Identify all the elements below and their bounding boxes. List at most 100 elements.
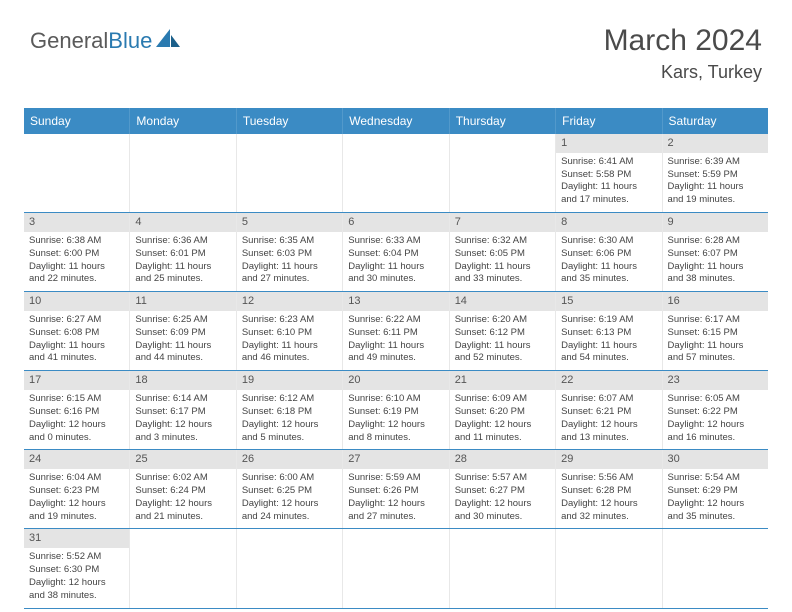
daylight-text-1: Daylight: 12 hours [135,419,230,432]
day-body: Sunrise: 5:56 AMSunset: 6:28 PMDaylight:… [556,469,661,528]
day-body: Sunrise: 6:12 AMSunset: 6:18 PMDaylight:… [237,390,342,449]
sunset-text: Sunset: 6:16 PM [29,406,124,419]
sunset-text: Sunset: 6:05 PM [455,248,550,261]
day-body: Sunrise: 6:15 AMSunset: 6:16 PMDaylight:… [24,390,129,449]
sunset-text: Sunset: 6:15 PM [668,327,763,340]
sunrise-text: Sunrise: 6:35 AM [242,235,337,248]
day-body: Sunrise: 5:54 AMSunset: 6:29 PMDaylight:… [663,469,768,528]
sunrise-text: Sunrise: 6:39 AM [668,156,763,169]
day-cell: 31Sunrise: 5:52 AMSunset: 6:30 PMDayligh… [24,529,130,607]
daylight-text-1: Daylight: 12 hours [242,419,337,432]
sunset-text: Sunset: 6:13 PM [561,327,656,340]
sunset-text: Sunset: 6:03 PM [242,248,337,261]
header-right: March 2024 Kars, Turkey [604,24,762,83]
daylight-text-2: and 49 minutes. [348,352,443,365]
logo-sail-icon [156,29,182,54]
day-body: Sunrise: 6:05 AMSunset: 6:22 PMDaylight:… [663,390,768,449]
day-number: 23 [663,371,768,390]
week-row: 31Sunrise: 5:52 AMSunset: 6:30 PMDayligh… [24,529,768,608]
day-cell: 14Sunrise: 6:20 AMSunset: 6:12 PMDayligh… [450,292,556,370]
day-body: Sunrise: 5:59 AMSunset: 6:26 PMDaylight:… [343,469,448,528]
day-cell [130,529,236,607]
day-cell: 30Sunrise: 5:54 AMSunset: 6:29 PMDayligh… [663,450,768,528]
day-cell: 15Sunrise: 6:19 AMSunset: 6:13 PMDayligh… [556,292,662,370]
daylight-text-2: and 30 minutes. [348,273,443,286]
day-body: Sunrise: 5:57 AMSunset: 6:27 PMDaylight:… [450,469,555,528]
daylight-text-2: and 25 minutes. [135,273,230,286]
day-body: Sunrise: 6:32 AMSunset: 6:05 PMDaylight:… [450,232,555,291]
day-body: Sunrise: 6:39 AMSunset: 5:59 PMDaylight:… [663,153,768,212]
daylight-text-1: Daylight: 11 hours [668,340,763,353]
sunset-text: Sunset: 6:01 PM [135,248,230,261]
day-number: 12 [237,292,342,311]
day-body: Sunrise: 6:22 AMSunset: 6:11 PMDaylight:… [343,311,448,370]
daylight-text-2: and 46 minutes. [242,352,337,365]
sunset-text: Sunset: 6:28 PM [561,485,656,498]
daylight-text-2: and 57 minutes. [668,352,763,365]
daylight-text-1: Daylight: 12 hours [29,419,124,432]
day-body: Sunrise: 5:52 AMSunset: 6:30 PMDaylight:… [24,548,129,607]
location: Kars, Turkey [604,62,762,83]
day-body: Sunrise: 6:10 AMSunset: 6:19 PMDaylight:… [343,390,448,449]
day-number: 11 [130,292,235,311]
daylight-text-1: Daylight: 11 hours [455,261,550,274]
daylight-text-2: and 35 minutes. [668,511,763,524]
sunrise-text: Sunrise: 6:14 AM [135,393,230,406]
day-number: 2 [663,134,768,153]
day-cell [130,134,236,212]
weekday-header: Sunday [24,108,130,134]
day-number: 4 [130,213,235,232]
sunset-text: Sunset: 6:20 PM [455,406,550,419]
daylight-text-1: Daylight: 11 hours [135,340,230,353]
sunrise-text: Sunrise: 6:30 AM [561,235,656,248]
day-body: Sunrise: 6:20 AMSunset: 6:12 PMDaylight:… [450,311,555,370]
daylight-text-1: Daylight: 12 hours [668,498,763,511]
day-cell: 28Sunrise: 5:57 AMSunset: 6:27 PMDayligh… [450,450,556,528]
week-row: 3Sunrise: 6:38 AMSunset: 6:00 PMDaylight… [24,213,768,292]
day-number: 17 [24,371,129,390]
logo: GeneralBlue [30,28,182,54]
daylight-text-2: and 21 minutes. [135,511,230,524]
day-cell: 29Sunrise: 5:56 AMSunset: 6:28 PMDayligh… [556,450,662,528]
day-cell [450,134,556,212]
sunrise-text: Sunrise: 6:15 AM [29,393,124,406]
week-row: 10Sunrise: 6:27 AMSunset: 6:08 PMDayligh… [24,292,768,371]
day-number: 9 [663,213,768,232]
day-number: 14 [450,292,555,311]
daylight-text-1: Daylight: 11 hours [348,340,443,353]
sunrise-text: Sunrise: 6:22 AM [348,314,443,327]
daylight-text-1: Daylight: 12 hours [348,498,443,511]
logo-text-general: General [30,28,108,54]
daylight-text-1: Daylight: 11 hours [348,261,443,274]
sunset-text: Sunset: 6:22 PM [668,406,763,419]
day-cell: 9Sunrise: 6:28 AMSunset: 6:07 PMDaylight… [663,213,768,291]
sunrise-text: Sunrise: 6:33 AM [348,235,443,248]
day-body: Sunrise: 6:28 AMSunset: 6:07 PMDaylight:… [663,232,768,291]
weekday-header: Saturday [663,108,768,134]
daylight-text-2: and 32 minutes. [561,511,656,524]
sunrise-text: Sunrise: 6:09 AM [455,393,550,406]
day-number: 18 [130,371,235,390]
day-cell: 25Sunrise: 6:02 AMSunset: 6:24 PMDayligh… [130,450,236,528]
daylight-text-1: Daylight: 11 hours [242,261,337,274]
day-number: 6 [343,213,448,232]
sunset-text: Sunset: 5:58 PM [561,169,656,182]
daylight-text-1: Daylight: 12 hours [561,419,656,432]
day-number: 27 [343,450,448,469]
week-row: 1Sunrise: 6:41 AMSunset: 5:58 PMDaylight… [24,134,768,213]
day-number: 30 [663,450,768,469]
month-title: March 2024 [604,24,762,58]
daylight-text-2: and 16 minutes. [668,432,763,445]
sunrise-text: Sunrise: 6:07 AM [561,393,656,406]
day-cell [24,134,130,212]
day-number: 31 [24,529,129,548]
week-row: 24Sunrise: 6:04 AMSunset: 6:23 PMDayligh… [24,450,768,529]
day-body: Sunrise: 6:33 AMSunset: 6:04 PMDaylight:… [343,232,448,291]
daylight-text-2: and 11 minutes. [455,432,550,445]
day-cell: 27Sunrise: 5:59 AMSunset: 6:26 PMDayligh… [343,450,449,528]
day-cell: 6Sunrise: 6:33 AMSunset: 6:04 PMDaylight… [343,213,449,291]
sunrise-text: Sunrise: 6:23 AM [242,314,337,327]
sunset-text: Sunset: 6:08 PM [29,327,124,340]
daylight-text-1: Daylight: 11 hours [135,261,230,274]
sunrise-text: Sunrise: 6:27 AM [29,314,124,327]
